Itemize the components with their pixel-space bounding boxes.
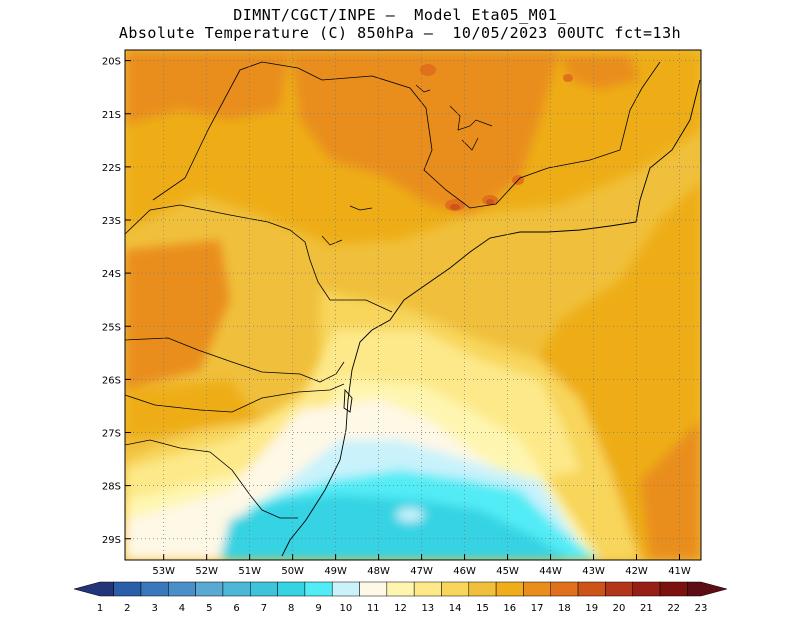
lon-label: 52W	[195, 566, 218, 577]
chart-title-line-2: Absolute Temperature (C) 850hPa – 10/05/…	[118, 24, 682, 42]
lat-label: 22S	[102, 163, 121, 174]
colorbar-label: 17	[531, 603, 544, 614]
colorbar: 1 2 3 4 5 6 7 8 9 10 11 12 13 14 15 16 17 18 19 20 21 22 23	[73, 581, 728, 614]
lat-label: 27S	[102, 429, 121, 440]
lat-label: 20S	[102, 57, 121, 68]
colorbar-label: 12	[394, 603, 407, 614]
colorbar-label: 1	[97, 603, 103, 614]
colorbar-label: 9	[315, 603, 321, 614]
colorbar-swatch	[250, 581, 278, 597]
colorbar-label: 18	[558, 603, 571, 614]
colorbar-swatch	[168, 581, 196, 597]
colorbar-swatch	[304, 581, 333, 597]
temperature-field	[125, 50, 701, 560]
lon-label: 46W	[453, 566, 476, 577]
lat-label: 28S	[102, 482, 121, 493]
chart-title-line-1: DIMNT/CGCT/INPE – Model Eta05_M01_	[233, 6, 567, 24]
colorbar-label: 22	[667, 603, 680, 614]
colorbar-label: 5	[206, 603, 212, 614]
colorbar-swatch	[659, 581, 688, 597]
lat-label: 21S	[102, 110, 121, 121]
colorbar-swatch	[413, 581, 442, 597]
lon-label: 44W	[539, 566, 562, 577]
colorbar-swatch	[495, 581, 524, 597]
colorbar-swatch	[605, 581, 633, 597]
colorbar-swatch	[523, 581, 552, 597]
gridlines	[125, 50, 701, 560]
lon-label: 49W	[324, 566, 347, 577]
colorbar-label: 14	[449, 603, 462, 614]
colorbar-swatch	[386, 581, 415, 597]
lat-label: 29S	[102, 535, 121, 546]
colorbar-swatch	[632, 581, 661, 597]
colorbar-swatch	[468, 581, 497, 597]
colorbar-swatch	[331, 581, 360, 597]
colorbar-label: 23	[695, 603, 708, 614]
lon-label: 51W	[238, 566, 261, 577]
map-frame	[124, 49, 702, 561]
lon-label: 42W	[625, 566, 648, 577]
colorbar-label: 3	[151, 603, 157, 614]
colorbar-label: 11	[367, 603, 380, 614]
colorbar-label: 19	[585, 603, 598, 614]
inland-water	[321, 84, 493, 246]
colorbar-label: 16	[503, 603, 516, 614]
colorbar-label: 8	[288, 603, 294, 614]
lon-label: 45W	[496, 566, 519, 577]
colorbar-label: 7	[261, 603, 267, 614]
longitude-axis: 53W 52W 51W 50W 49W 48W 47W 46W 45W 44W 43W 42W 41W	[152, 554, 691, 577]
colorbar-label: 4	[179, 603, 185, 614]
colorbar-swatch	[441, 581, 470, 597]
colorbar-label: 21	[640, 603, 653, 614]
lon-label: 48W	[367, 566, 390, 577]
colorbar-label: 2	[124, 603, 130, 614]
colorbar-swatch	[550, 581, 579, 597]
colorbar-swatch	[113, 581, 142, 597]
colorbar-arrow-low	[73, 581, 114, 597]
colorbar-label: 13	[421, 603, 434, 614]
colorbar-label: 6	[233, 603, 239, 614]
lat-label: 24S	[102, 269, 121, 280]
lat-label: 25S	[102, 322, 121, 333]
colorbar-label: 10	[339, 603, 352, 614]
colorbar-swatch	[195, 581, 224, 597]
latitude-axis: 20S 21S 22S 23S 24S 25S 26S 27S 28S 29S	[102, 57, 131, 546]
boundary-lines	[125, 61, 661, 519]
lat-label: 23S	[102, 216, 121, 227]
colorbar-label: 20	[613, 603, 626, 614]
coastline	[281, 79, 701, 557]
colorbar-swatch	[140, 581, 169, 597]
lat-label: 26S	[102, 375, 121, 386]
colorbar-arrow-high	[687, 581, 728, 597]
colorbar-label: 15	[476, 603, 489, 614]
lon-label: 53W	[152, 566, 175, 577]
lon-label: 43W	[582, 566, 605, 577]
colorbar-swatch	[359, 581, 388, 597]
colorbar-swatch	[577, 581, 606, 597]
colorbar-swatch	[222, 581, 251, 597]
lon-label: 41W	[668, 566, 691, 577]
colorbar-swatch	[277, 581, 306, 597]
lon-label: 50W	[281, 566, 304, 577]
lon-label: 47W	[410, 566, 433, 577]
